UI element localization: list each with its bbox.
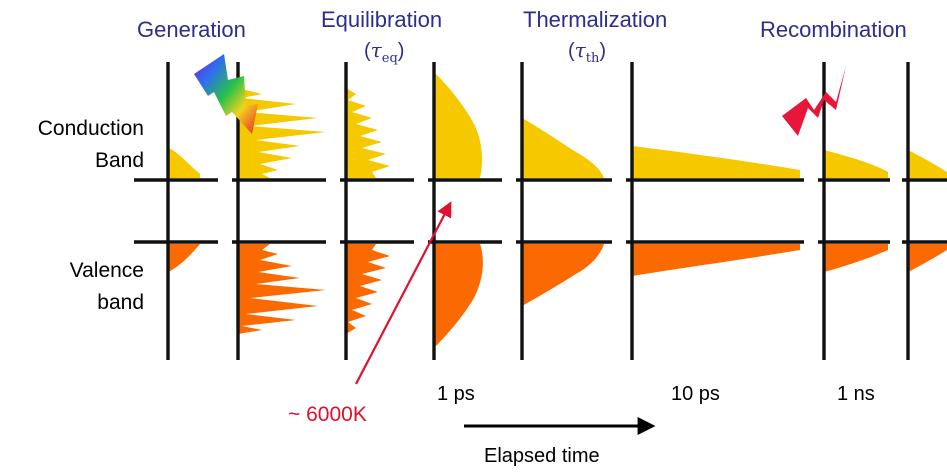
elapsed-time-label: Elapsed time	[484, 445, 600, 467]
equilibration-tau-label: (τeq)	[364, 38, 405, 66]
stage-generation-label: Generation	[137, 17, 246, 42]
energy-axes	[134, 62, 947, 360]
valence-dist-generation	[168, 244, 200, 272]
time-label-10ps: 10 ps	[671, 383, 720, 405]
conduction-band-label-line1: Conduction	[37, 117, 144, 140]
thermalization-tau-label: (τth)	[568, 38, 607, 66]
conduction-dist-excited	[238, 88, 326, 178]
conduction-dist-1ps	[434, 72, 482, 178]
stage-recombination-label: Recombination	[760, 17, 907, 42]
emission-lightning-icon	[782, 66, 846, 136]
conduction-dist-equilibration	[346, 88, 390, 178]
valence-dist-1ns	[824, 244, 888, 272]
conduction-band-label-line2: Band	[94, 149, 144, 172]
valence-dist-equilibration	[346, 244, 390, 334]
valence-dist-excited	[238, 244, 326, 334]
conduction-dist-10ps	[632, 146, 800, 178]
valence-band-label-line1: Valence	[69, 259, 144, 282]
conduction-dist-generation	[168, 148, 200, 178]
stage-thermalization-label: Thermalization	[523, 7, 668, 32]
conduction-dist-thermalization	[522, 118, 604, 178]
time-label-1ns: 1 ns	[837, 383, 875, 405]
valence-dist-10ps	[632, 244, 800, 276]
stage-equilibration-label: Equilibration	[321, 7, 443, 32]
valence-dist-1ps	[434, 244, 483, 348]
valence-band-label-line2: band	[97, 291, 144, 314]
valence-dist-thermalization	[522, 244, 604, 306]
valence-dist-late	[908, 244, 947, 272]
conduction-dist-1ns	[824, 150, 888, 178]
absorption-lightning-icon	[194, 54, 258, 134]
valence-band-distributions	[168, 244, 947, 348]
conduction-band-distributions	[168, 72, 947, 178]
conduction-dist-late	[908, 150, 947, 178]
temperature-label: ~ 6000K	[288, 403, 367, 426]
temperature-arrow	[355, 201, 452, 385]
time-label-1ps: 1 ps	[437, 383, 475, 405]
